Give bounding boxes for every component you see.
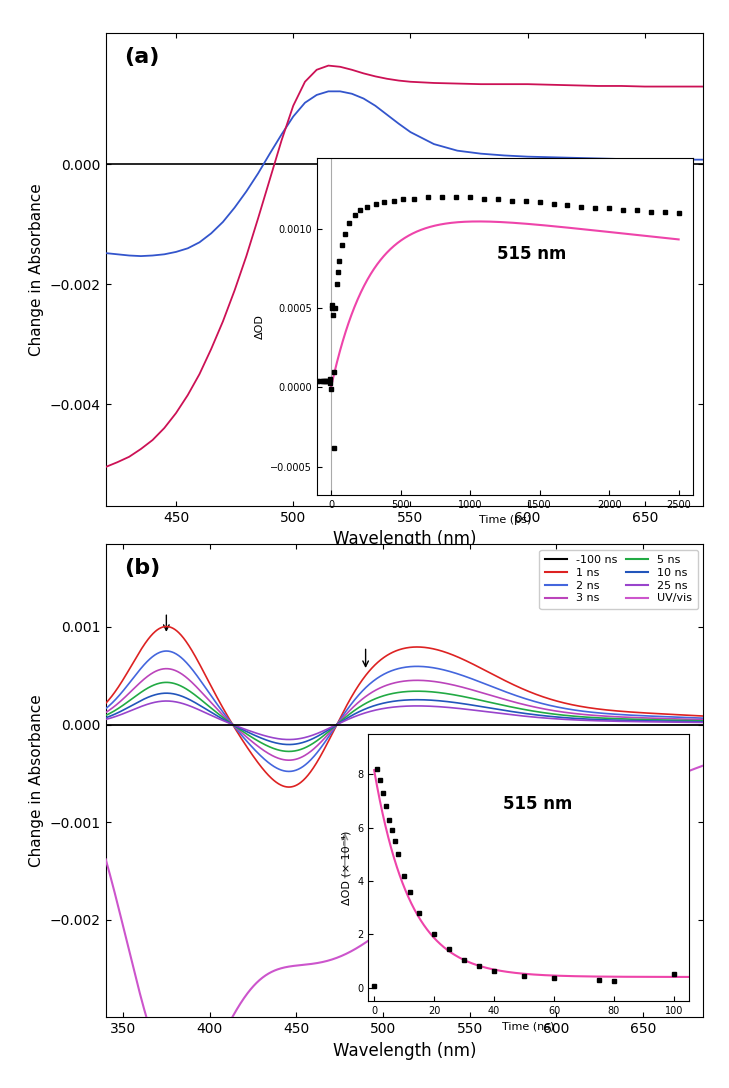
Y-axis label: ΔOD: ΔOD — [255, 314, 265, 338]
X-axis label: Wavelength (nm): Wavelength (nm) — [333, 1041, 476, 1060]
Text: (a): (a) — [124, 47, 159, 66]
Text: (b): (b) — [124, 558, 160, 578]
Legend: -100 ns, 1 ns, 2 ns, 3 ns, 5 ns, 10 ns, 25 ns, UV/vis: -100 ns, 1 ns, 2 ns, 3 ns, 5 ns, 10 ns, … — [539, 549, 698, 609]
Y-axis label: Change in Absorbance: Change in Absorbance — [29, 694, 44, 867]
X-axis label: Wavelength (nm): Wavelength (nm) — [333, 530, 476, 548]
X-axis label: Time (ps): Time (ps) — [479, 516, 531, 526]
Text: 515 nm: 515 nm — [497, 245, 566, 263]
Y-axis label: Change in Absorbance: Change in Absorbance — [29, 183, 44, 356]
Text: 515 nm: 515 nm — [503, 795, 572, 813]
Y-axis label: ΔOD (× 10⁻⁴): ΔOD (× 10⁻⁴) — [341, 830, 351, 905]
X-axis label: Time (ns): Time (ns) — [502, 1022, 555, 1031]
